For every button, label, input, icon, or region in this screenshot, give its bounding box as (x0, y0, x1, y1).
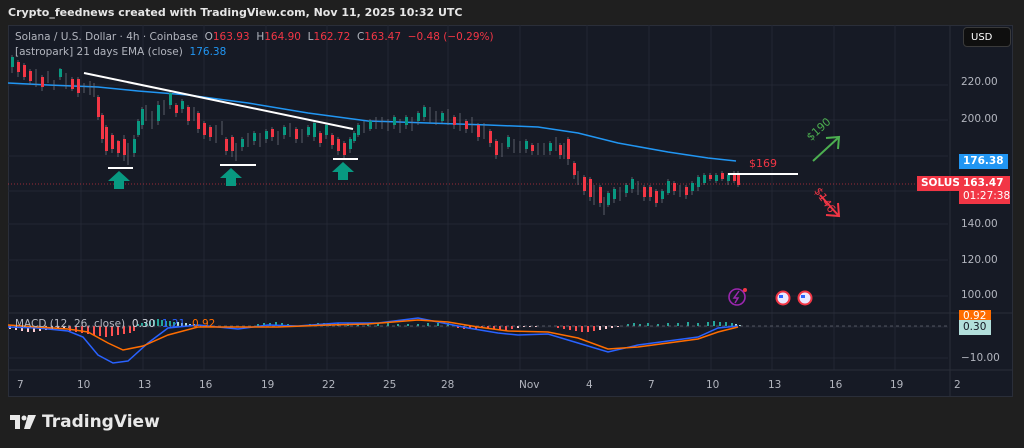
last-price-tag: 163.47 01:27:38 (959, 176, 1010, 204)
macd-signal-value: 0.92 (191, 318, 216, 330)
price-tick: 140.00 (961, 218, 998, 230)
open-value: 163.93 (212, 31, 250, 43)
time-tick: 13 (768, 379, 782, 391)
symbol-legend[interactable]: Solana / U.S. Dollar · 4h · Coinbase O16… (15, 31, 494, 43)
macd-signal-tag: 0.92 (959, 310, 991, 322)
price-chart[interactable] (8, 25, 1013, 397)
macd-histogram-value: 0.30 (131, 318, 156, 330)
time-tick: 13 (138, 379, 152, 391)
support-arrow-icons (108, 162, 354, 189)
change-value: −0.48 (−0.29%) (407, 31, 494, 43)
earnings-event-icon (728, 288, 746, 306)
time-tick: 16 (199, 379, 213, 391)
candles (11, 55, 740, 215)
bull-arrow-icon (812, 135, 841, 162)
symbol-name: Solana / U.S. Dollar · 4h · Coinbase (15, 31, 198, 43)
time-tick: 10 (77, 379, 91, 391)
macd-value: 1.21 (161, 318, 186, 330)
time-tick: 2 (954, 379, 961, 391)
price-tick: 220.00 (961, 76, 998, 88)
brand-name: TradingView (42, 412, 160, 432)
ema-legend[interactable]: [astropark] 21 days EMA (close) 176.38 (15, 46, 226, 58)
bear-arrow-icon (819, 194, 841, 218)
tradingview-logo[interactable]: TradingView (10, 412, 160, 432)
symbol-tag: SOLUSD (917, 176, 973, 191)
currency-button[interactable]: USD (963, 27, 1011, 47)
time-tick: 16 (829, 379, 843, 391)
time-tick: 22 (322, 379, 336, 391)
descending-trendline (83, 72, 354, 130)
time-tick: 4 (586, 379, 593, 391)
ema-value: 176.38 (189, 46, 227, 58)
last-price-value: 163.47 (963, 177, 1004, 189)
price-tick: 120.00 (961, 254, 998, 266)
time-tick: 25 (383, 379, 397, 391)
attribution-text: Crypto_feednews created with TradingView… (8, 6, 463, 19)
macd-signal-line (8, 319, 739, 351)
time-tick: 28 (441, 379, 455, 391)
resistance-label: $169 (749, 157, 777, 170)
time-tick: Nov (519, 379, 540, 391)
event-icons (728, 288, 813, 306)
ema-price-tag: 176.38 (959, 154, 1008, 169)
macd-name: MACD (12, 26, close) (15, 318, 126, 330)
macd-legend[interactable]: MACD (12, 26, close) 0.30 1.21 0.92 (15, 318, 215, 330)
ema-line (8, 82, 737, 162)
time-tick: 7 (648, 379, 655, 391)
time-tick: 10 (706, 379, 720, 391)
grid (8, 25, 1013, 397)
price-tick: 100.00 (961, 289, 998, 301)
tradingview-logo-icon (10, 415, 36, 429)
time-tick: 7 (17, 379, 24, 391)
time-tick: 19 (890, 379, 904, 391)
price-tick: 200.00 (961, 113, 998, 125)
time-tick: 19 (261, 379, 275, 391)
ema-name: [astropark] 21 days EMA (close) (15, 46, 183, 58)
low-value: 162.72 (313, 31, 351, 43)
macd-hist-tag: 0.30 (959, 320, 991, 335)
close-value: 163.47 (364, 31, 402, 43)
macd-tick: −10.00 (961, 352, 1000, 364)
high-value: 164.90 (264, 31, 301, 43)
bar-countdown: 01:27:38 (963, 190, 1011, 202)
